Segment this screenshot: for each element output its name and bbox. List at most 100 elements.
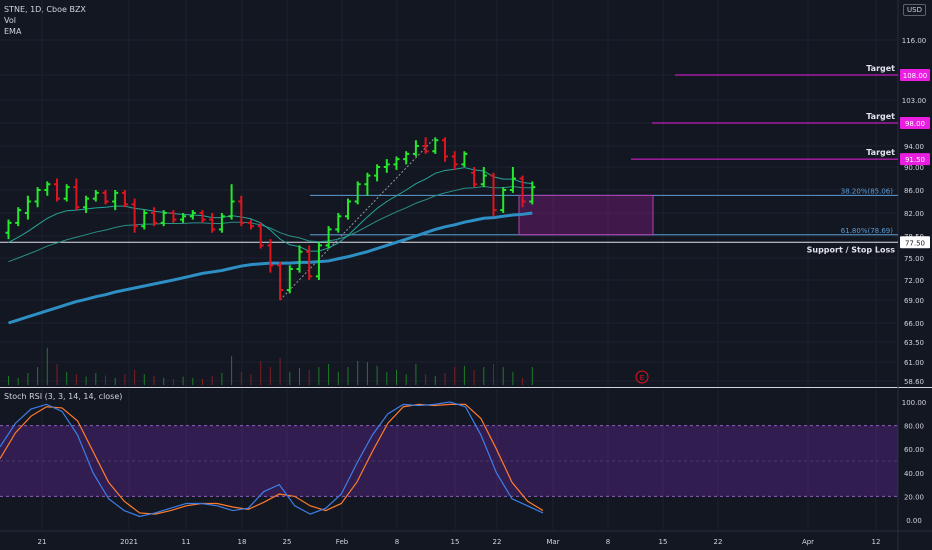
ema-mid-line	[8, 186, 533, 263]
volume-bar	[483, 367, 485, 385]
volume-bar	[512, 371, 514, 385]
volume-bar	[376, 365, 378, 385]
volume-bar	[66, 371, 68, 385]
volume-bar	[366, 362, 368, 385]
volume-bar	[182, 376, 184, 385]
volume-bar	[318, 367, 320, 385]
volume-bar	[8, 376, 9, 385]
volume-bar	[56, 364, 58, 385]
target-label: Target	[866, 64, 895, 73]
time-tick-label: 21	[38, 538, 47, 546]
volume-bar	[172, 379, 174, 385]
time-tick-label: 15	[659, 538, 668, 546]
volume-bar	[522, 377, 524, 385]
time-tick-label: Feb	[336, 538, 349, 546]
volume-bar	[75, 374, 77, 385]
support-label: Support / Stop Loss	[807, 245, 896, 254]
rsi-tick-label: 60.00	[904, 446, 924, 454]
volume-bar	[260, 361, 262, 385]
price-tick-label: 61.00	[904, 359, 924, 367]
price-tick-label: 103.00	[902, 97, 927, 105]
volume-bar	[134, 370, 136, 385]
price-tick-label: 94.00	[904, 143, 924, 151]
volume-bar	[337, 371, 339, 385]
time-tick-label: 12	[872, 538, 881, 546]
retracement-box	[518, 194, 654, 236]
price-tick-label: 72.00	[904, 277, 924, 285]
price-tick-label: 58.60	[904, 378, 924, 386]
price-tick-label: 69.00	[904, 297, 924, 305]
ema-indicator-label[interactable]: EMA	[4, 27, 22, 36]
rsi-tick-label: 20.00	[904, 493, 924, 501]
volume-bar	[299, 368, 300, 385]
chart-legend: STNE, 1D, Cboe BZX Vol EMA	[4, 4, 86, 37]
target-label: Target	[866, 112, 895, 121]
volume-bar	[308, 370, 310, 385]
support-price-tag	[900, 236, 930, 249]
volume-bar	[231, 356, 233, 385]
volume-bar	[425, 374, 427, 385]
time-tick-label: 11	[182, 538, 191, 546]
volume-bar	[493, 364, 494, 385]
rsi-tick-label: 100.00	[902, 399, 927, 407]
time-tick-label: 8	[606, 538, 610, 546]
earnings-event-icon	[635, 370, 649, 384]
volume-bar	[269, 367, 271, 385]
currency-badge[interactable]: USD	[903, 4, 926, 16]
volume-bar	[396, 370, 397, 385]
price-tick-label: 66.00	[904, 320, 924, 328]
target-price-tag	[900, 69, 930, 81]
time-tick-label: Mar	[546, 538, 559, 546]
volume-bar	[124, 374, 126, 385]
time-tick-label: 22	[714, 538, 723, 546]
volume-bar	[444, 373, 446, 385]
volume-bar	[192, 377, 194, 385]
target-price-label: 108.00	[903, 72, 928, 80]
symbol-label[interactable]: STNE, 1D, Cboe BZX	[4, 5, 86, 14]
time-tick-label: Apr	[802, 538, 814, 546]
time-tick-label: 18	[238, 538, 247, 546]
volume-bar	[114, 377, 116, 385]
target-price-tag	[900, 117, 930, 129]
volume-bar	[211, 376, 213, 385]
price-tick-label: 75.00	[904, 255, 924, 263]
earnings-event-label: E	[640, 374, 644, 382]
target-price-tag	[900, 153, 930, 166]
volume-bar	[95, 373, 97, 385]
volume-indicator-label[interactable]: Vol	[4, 16, 16, 25]
fib-label-38: 38.20%(85.06)	[841, 187, 893, 195]
volume-bar	[105, 375, 106, 385]
volume-bar	[37, 367, 39, 385]
volume-bar	[415, 364, 417, 385]
volume-bar	[463, 365, 465, 385]
price-tick-label: 90.00	[904, 164, 924, 172]
volume-bar	[357, 361, 359, 385]
target-price-label: 91.50	[905, 156, 925, 164]
ema-fast-line	[8, 167, 533, 252]
trend-line	[279, 137, 436, 301]
rsi-tick-label: 80.00	[904, 423, 924, 431]
volume-bar	[434, 376, 436, 385]
volume-bar	[250, 374, 252, 385]
target-label: Target	[866, 148, 895, 157]
time-tick-label: 25	[283, 538, 292, 546]
volume-bar	[531, 367, 533, 385]
time-tick-label: 2021	[120, 538, 138, 546]
volume-bar	[85, 376, 87, 385]
fib-label-61: 61.80%(78.69)	[841, 227, 893, 235]
volume-bar	[473, 370, 475, 385]
volume-bar	[163, 377, 165, 385]
volume-bar	[17, 377, 19, 385]
volume-bar	[328, 364, 330, 385]
rsi-d-line	[0, 403, 544, 515]
target-price-label: 98.00	[905, 120, 925, 128]
volume-bar	[153, 376, 155, 385]
volume-bar	[202, 379, 203, 385]
time-tick-label: 22	[493, 538, 502, 546]
volume-bar	[502, 367, 504, 385]
stoch-rsi-label[interactable]: Stoch RSI (3, 3, 14, 14, close)	[4, 392, 123, 401]
rsi-tick-label: 0.00	[906, 517, 922, 525]
volume-bar	[289, 371, 291, 385]
volume-bar	[347, 367, 349, 385]
